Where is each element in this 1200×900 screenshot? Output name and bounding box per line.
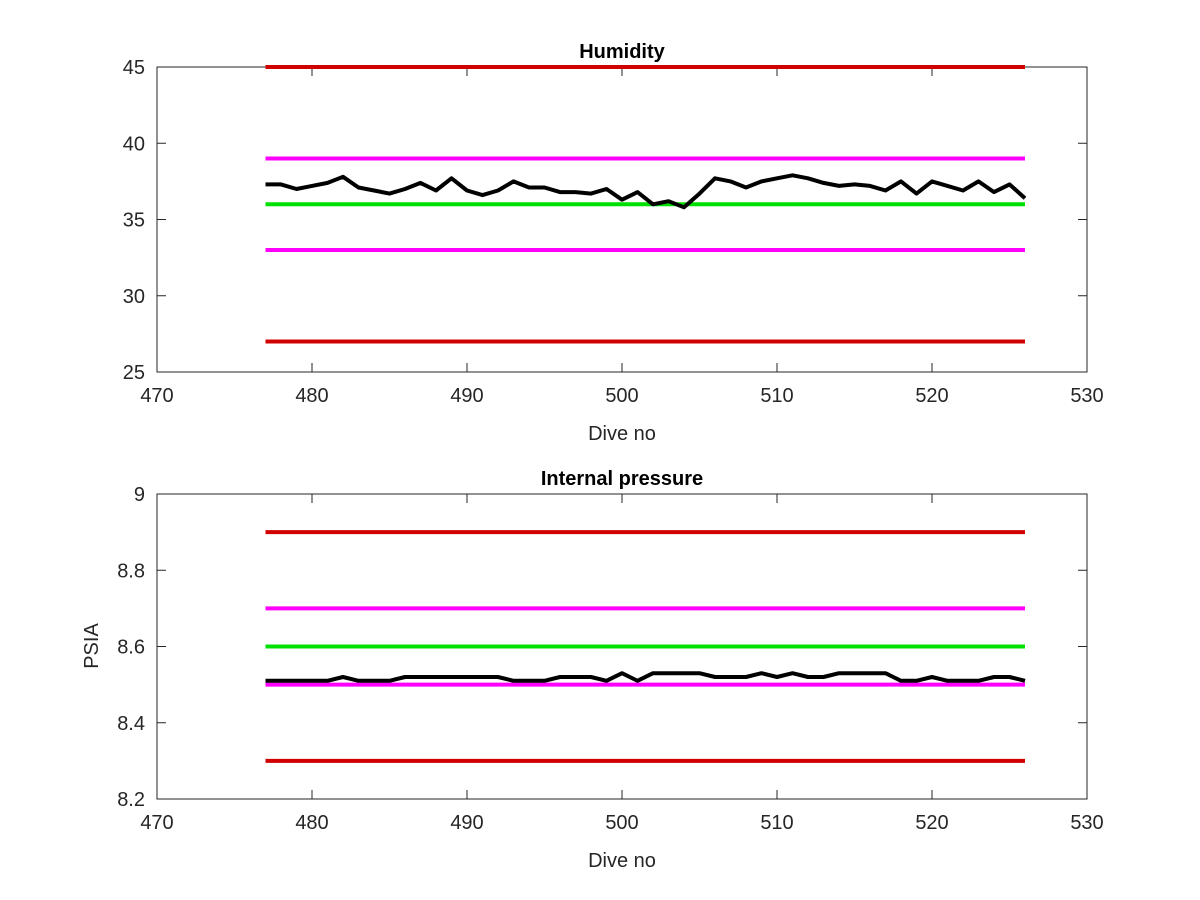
humidity-x-tick-label: 530 — [1070, 385, 1103, 407]
humidity-plot-area — [156, 66, 1088, 373]
internal-pressure-y-tick-label: 8.8 — [117, 560, 145, 582]
internal-pressure-y-tick-label: 8.6 — [117, 637, 145, 659]
humidity-x-axis-label: Dive no — [588, 423, 656, 445]
internal-pressure-x-tick-label: 530 — [1070, 812, 1103, 834]
internal-pressure-ticks: 470 480 490 500 510 520 530 8.2 8.4 8.6 8.8 9 — [117, 484, 1104, 834]
internal-pressure-title: Internal pressure — [541, 468, 703, 490]
humidity-x-tick-label: 480 — [295, 385, 328, 407]
internal-pressure-panel: Internal pressure Dive no PSIA 470 480 490… — [81, 468, 1104, 872]
humidity-series-layer — [265, 65, 1027, 344]
internal-pressure-y-tick-label: 9 — [134, 484, 145, 506]
humidity-series-line-5 — [265, 173, 1027, 210]
internal-pressure-series-line-5 — [265, 671, 1026, 683]
internal-pressure-x-axis-label: Dive no — [588, 850, 656, 872]
humidity-y-tick-label: 25 — [123, 362, 145, 384]
internal-pressure-x-tick-label: 500 — [605, 812, 638, 834]
humidity-x-tick-label: 490 — [450, 385, 483, 407]
humidity-x-tick-label: 510 — [760, 385, 793, 407]
internal-pressure-x-tick-label: 480 — [295, 812, 328, 834]
humidity-title: Humidity — [579, 41, 665, 63]
internal-pressure-y-tick-label: 8.4 — [117, 713, 145, 735]
internal-pressure-x-tick-label: 490 — [450, 812, 483, 834]
humidity-x-tick-label: 520 — [915, 385, 948, 407]
internal-pressure-x-tick-label: 470 — [140, 812, 173, 834]
humidity-y-tick-label: 45 — [123, 57, 145, 79]
humidity-y-tick-label: 40 — [123, 133, 145, 155]
humidity-y-tick-label: 35 — [123, 210, 145, 232]
humidity-panel: Humidity Dive no 470 480 490 500 510 520 530 25… — [123, 41, 1104, 445]
internal-pressure-y-axis-label: PSIA — [81, 623, 103, 669]
internal-pressure-x-tick-label: 520 — [915, 812, 948, 834]
internal-pressure-y-tick-label: 8.2 — [117, 789, 145, 811]
humidity-y-tick-label: 30 — [123, 286, 145, 308]
humidity-x-tick-label: 470 — [140, 385, 173, 407]
humidity-x-tick-label: 500 — [605, 385, 638, 407]
internal-pressure-series-layer — [265, 530, 1026, 763]
internal-pressure-x-tick-label: 510 — [760, 812, 793, 834]
